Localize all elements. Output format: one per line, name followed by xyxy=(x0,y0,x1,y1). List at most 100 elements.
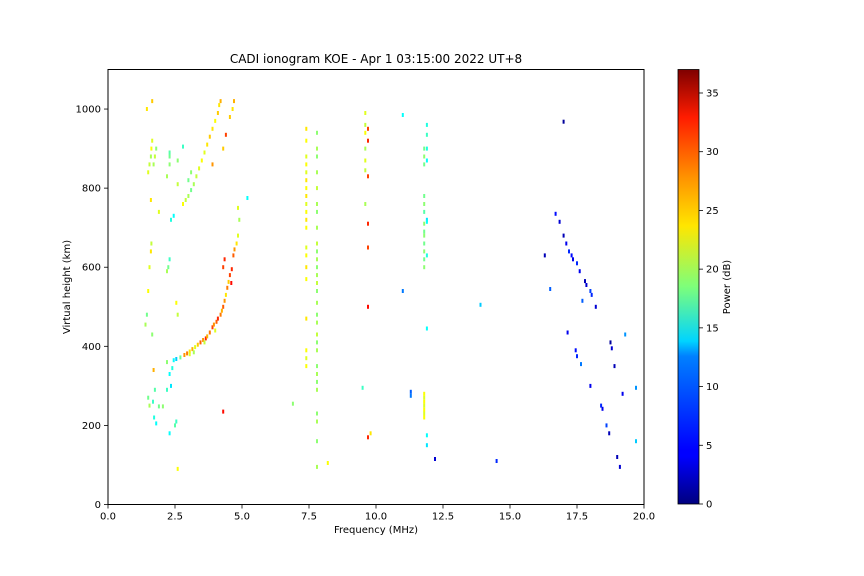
data-point xyxy=(192,182,195,187)
data-point xyxy=(409,393,412,398)
data-point xyxy=(423,194,426,198)
x-tick-label: 20.0 xyxy=(633,512,655,523)
data-point xyxy=(172,358,175,363)
data-point xyxy=(206,334,209,339)
data-point xyxy=(191,347,194,352)
x-axis: 0.0 2.5 5.0 7.5 10.0 12.5 15.0 17.5 20.0 xyxy=(100,504,655,523)
colorbar: 0 5 10 15 20 25 30 35 Power (dB) xyxy=(677,69,733,511)
data-point xyxy=(168,154,171,159)
data-point xyxy=(316,273,318,278)
data-point xyxy=(305,202,308,206)
data-point xyxy=(168,162,171,167)
data-point xyxy=(305,348,308,353)
data-point xyxy=(176,312,179,317)
data-point xyxy=(585,283,588,287)
data-point xyxy=(326,461,329,465)
data-point xyxy=(170,217,172,222)
data-point xyxy=(316,332,318,337)
data-point xyxy=(166,360,168,365)
data-point xyxy=(425,326,428,331)
data-point xyxy=(214,118,217,123)
data-point xyxy=(227,279,230,284)
data-point xyxy=(152,399,154,404)
colorbar-tick-label: 25 xyxy=(706,206,719,217)
data-point xyxy=(423,154,426,159)
data-point xyxy=(608,431,611,436)
data-point xyxy=(305,170,308,175)
colorbar-tick-label: 10 xyxy=(706,382,719,393)
data-point xyxy=(195,174,198,179)
data-point xyxy=(166,174,168,179)
data-point xyxy=(200,158,203,163)
data-point xyxy=(558,219,561,224)
data-point xyxy=(423,209,426,214)
colorbar-gradient xyxy=(677,69,700,505)
data-point xyxy=(635,439,637,444)
data-point xyxy=(192,350,195,355)
data-point xyxy=(203,150,206,155)
data-point xyxy=(208,330,211,335)
data-point xyxy=(316,154,318,159)
y-tick-label: 800 xyxy=(82,184,101,195)
data-point xyxy=(364,122,367,127)
data-point xyxy=(605,423,608,428)
data-point xyxy=(590,292,593,297)
data-point xyxy=(305,364,308,369)
data-point xyxy=(423,229,426,234)
data-point xyxy=(316,170,318,175)
data-point xyxy=(305,138,308,143)
colorbar-ticks: 0 5 10 15 20 25 30 35 xyxy=(699,88,719,511)
data-point xyxy=(186,351,189,356)
data-point xyxy=(155,421,158,426)
x-tick-label: 7.5 xyxy=(301,512,317,523)
data-point xyxy=(316,241,318,246)
data-point xyxy=(624,332,627,337)
data-point xyxy=(305,253,308,258)
data-point xyxy=(222,409,225,414)
data-point xyxy=(188,352,191,357)
data-point xyxy=(562,119,565,124)
data-point xyxy=(187,194,190,198)
data-point xyxy=(616,455,619,459)
data-point xyxy=(202,338,205,342)
data-point xyxy=(170,383,172,388)
data-point xyxy=(423,407,426,412)
data-point xyxy=(316,257,318,262)
data-point xyxy=(367,435,369,440)
data-point xyxy=(423,241,426,246)
data-point xyxy=(367,304,369,309)
data-point xyxy=(635,385,637,390)
data-point xyxy=(198,166,201,171)
data-point xyxy=(305,316,308,321)
data-point xyxy=(228,115,231,119)
data-point xyxy=(578,269,581,274)
data-point xyxy=(409,389,412,394)
data-point xyxy=(316,312,318,317)
data-point xyxy=(172,213,175,218)
data-point xyxy=(600,403,603,408)
data-point xyxy=(367,174,369,179)
x-tick-label: 10.0 xyxy=(365,512,387,523)
data-point xyxy=(609,340,612,345)
data-point xyxy=(316,411,318,416)
data-point xyxy=(423,265,426,270)
data-point xyxy=(613,364,616,369)
x-tick-label: 2.5 xyxy=(167,512,183,523)
data-point xyxy=(425,433,428,438)
data-point xyxy=(147,289,150,293)
data-point xyxy=(621,391,624,396)
data-point xyxy=(176,182,179,187)
data-point xyxy=(148,403,151,408)
data-point xyxy=(179,355,182,360)
data-point xyxy=(152,368,155,372)
data-point xyxy=(231,107,234,111)
data-point xyxy=(175,300,178,305)
data-point xyxy=(367,245,369,250)
data-point xyxy=(316,281,318,285)
data-point xyxy=(190,188,193,193)
data-point xyxy=(305,265,308,270)
data-point xyxy=(212,322,215,327)
data-point xyxy=(305,356,308,361)
data-point xyxy=(237,205,239,210)
data-point xyxy=(203,340,206,345)
